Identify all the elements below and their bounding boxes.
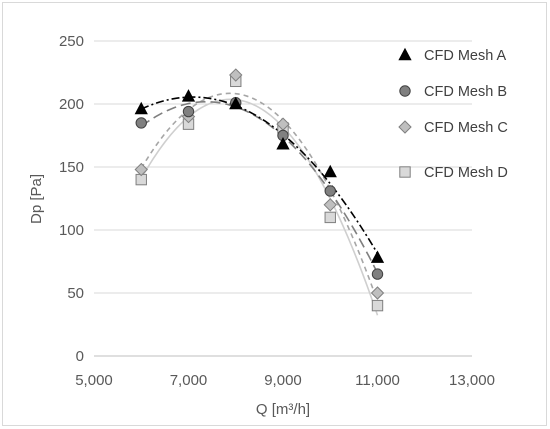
data-point-mesh-a [323, 164, 337, 178]
x-tick-label: 5,000 [75, 372, 113, 389]
legend-label-mesh-a: CFD Mesh A [424, 48, 507, 64]
tick-labels: 0 50 100 150 200 250 5,000 7,000 9,000 11,000 13,0… [59, 33, 495, 389]
data-point-mesh-c [323, 198, 337, 212]
data-point-mesh-b [182, 105, 195, 118]
x-tick-label: 9,000 [264, 372, 302, 389]
data-point-mesh-b [324, 185, 336, 197]
x-axis-title: Q [m³/h] [256, 401, 310, 418]
data-point-mesh-a [370, 250, 385, 263]
data-point-mesh-b [135, 117, 147, 129]
trendline-mesh-c [140, 92, 379, 302]
trendline-mesh-a [140, 96, 379, 254]
data-point-mesh-c [229, 68, 243, 82]
legend-marker-mesh-a [398, 47, 412, 61]
legend: CFD Mesh A CFD Mesh B CFD Mesh C CFD Mesh D [398, 47, 508, 181]
legend-marker-mesh-c [398, 120, 412, 134]
legend-label-mesh-d: CFD Mesh D [424, 165, 508, 181]
y-tick-label: 0 [76, 348, 84, 365]
gridlines [94, 40, 472, 294]
y-tick-label: 200 [59, 96, 84, 113]
y-tick-label: 50 [67, 285, 84, 302]
legend-marker-mesh-b [399, 85, 411, 97]
legend-marker-mesh-d [399, 166, 411, 178]
y-axis-title: Dp [Pa] [28, 174, 45, 224]
data-point-mesh-a [134, 101, 148, 115]
trendline-mesh-d [140, 98, 379, 316]
x-tick-label: 7,000 [170, 372, 208, 389]
trendlines [140, 92, 379, 316]
legend-label-mesh-c: CFD Mesh C [424, 120, 508, 136]
data-point-mesh-a [229, 96, 243, 110]
chart-frame [2, 2, 547, 426]
data-point-mesh-d [324, 211, 336, 224]
data-point-mesh-b [371, 268, 384, 280]
y-tick-label: 150 [59, 159, 84, 176]
data-point-mesh-c [370, 286, 385, 300]
y-tick-label: 250 [59, 33, 84, 50]
data-point-mesh-a [276, 137, 290, 150]
x-tick-label: 13,000 [449, 372, 495, 389]
legend-label-mesh-b: CFD Mesh B [424, 84, 507, 100]
x-tick-label: 11,000 [355, 372, 400, 389]
data-point-mesh-d [371, 299, 384, 312]
y-tick-label: 100 [59, 222, 84, 239]
data-points [134, 68, 385, 312]
data-point-mesh-c [134, 162, 148, 177]
data-point-mesh-a [181, 89, 196, 102]
